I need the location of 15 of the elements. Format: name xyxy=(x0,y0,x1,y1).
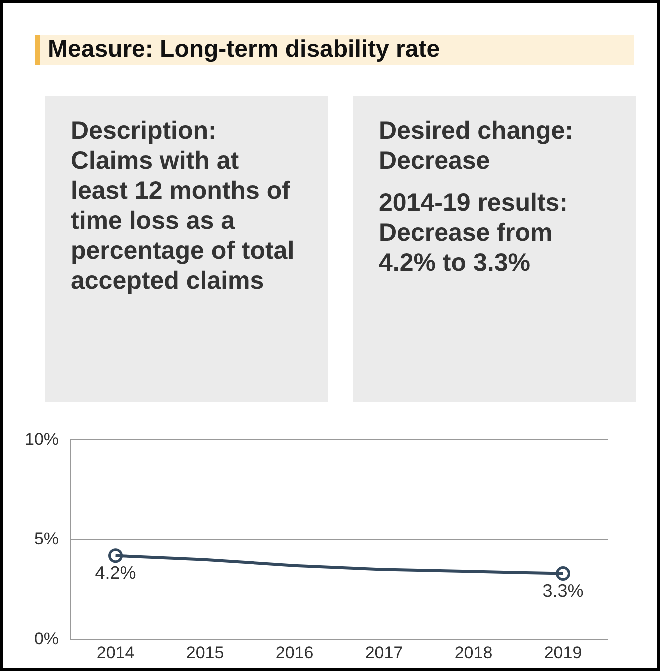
text: Measure: Long-term disability rate xyxy=(35,35,634,65)
y-tick-label: 0% xyxy=(34,629,60,648)
text: 2014-19 results: Decrease from 4.2% to 3.3% xyxy=(379,188,570,278)
data-label: 3.3% xyxy=(542,580,584,601)
text: Description: Claims with at least 12 months of time loss as a percentage of total accepted claims xyxy=(71,116,296,296)
x-tick-label: 2015 xyxy=(186,643,224,662)
y-tick-label: 5% xyxy=(34,530,60,549)
text: Desired change: Decrease xyxy=(379,116,575,176)
data-label: 4.2% xyxy=(95,562,136,583)
y-tick-label: 10% xyxy=(24,430,60,449)
x-tick-label: 2019 xyxy=(544,643,582,662)
x-tick-label: 2014 xyxy=(96,643,135,662)
x-tick-label: 2016 xyxy=(276,643,314,662)
x-tick-label: 2018 xyxy=(454,643,493,662)
x-tick-label: 2017 xyxy=(365,643,404,662)
